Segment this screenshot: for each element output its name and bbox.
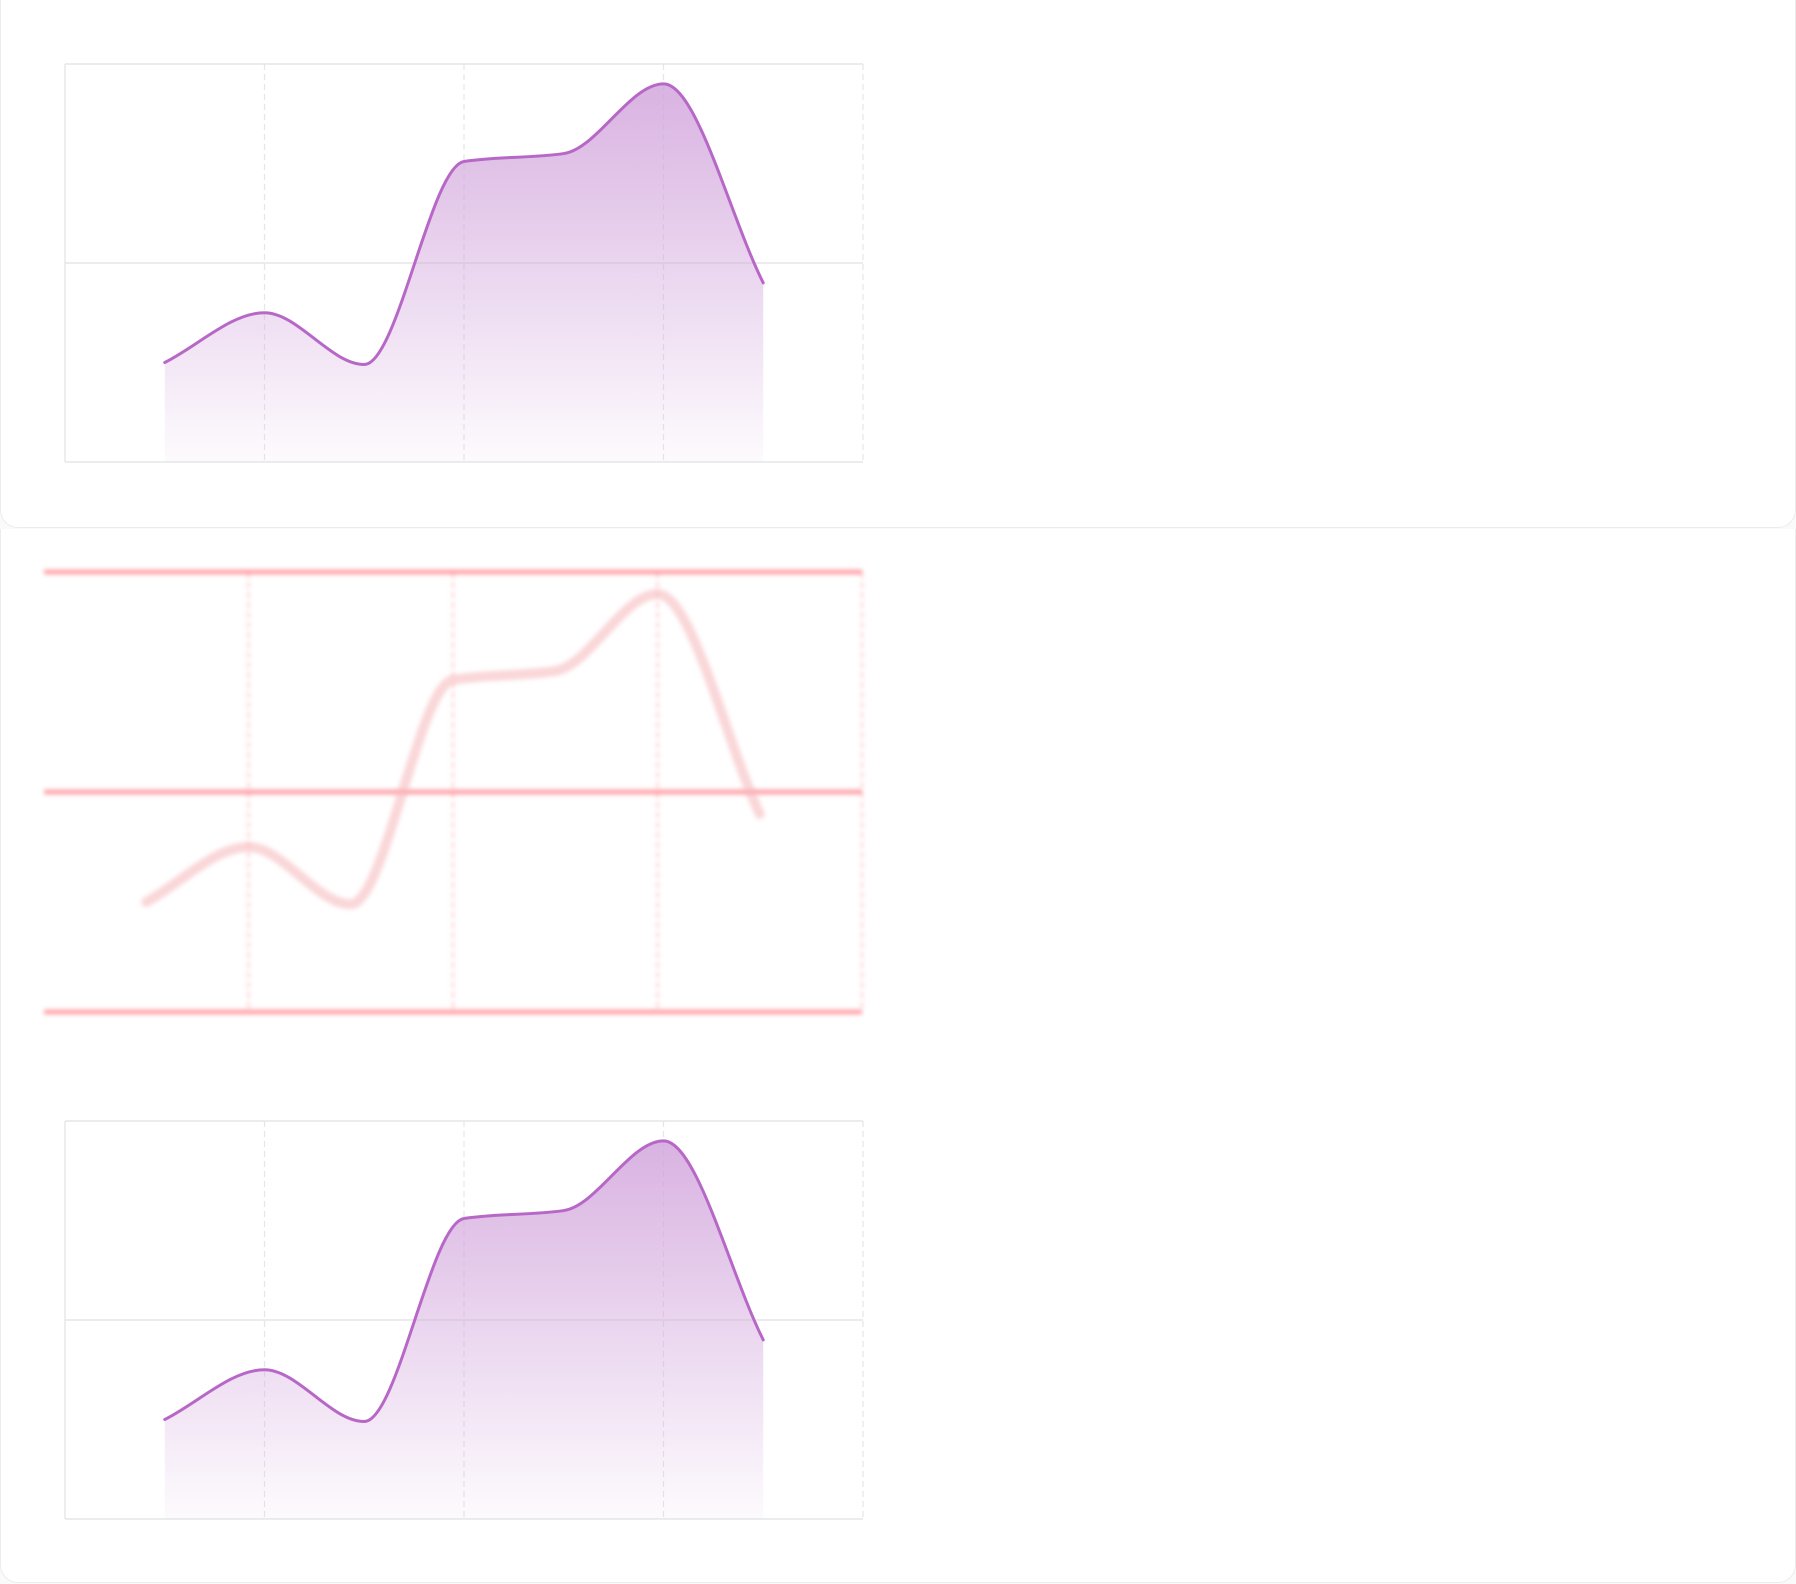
line-chart-ghost — [44, 569, 863, 1015]
series-line — [163, 1139, 765, 1423]
grid — [44, 569, 863, 1015]
area-fill — [164, 83, 764, 463]
series-line — [163, 82, 765, 366]
area-fill — [164, 1140, 764, 1519]
series-line — [141, 589, 765, 910]
area-chart-top — [64, 63, 864, 463]
area-chart-bottom — [64, 1120, 864, 1520]
